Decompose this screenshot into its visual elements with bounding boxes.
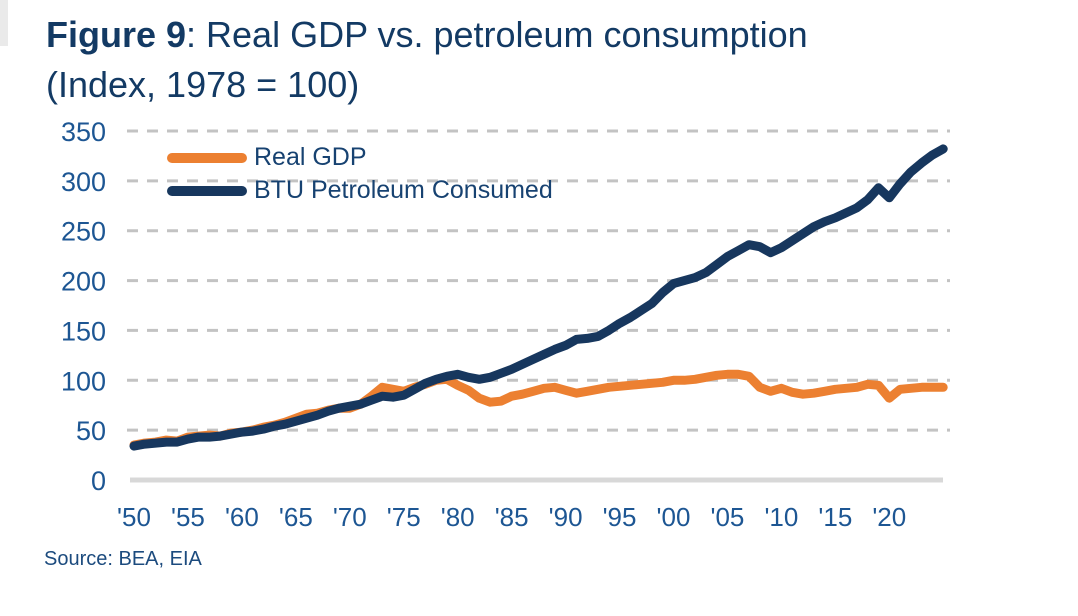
svg-text:'10: '10 (764, 502, 798, 532)
svg-text:'60: '60 (225, 502, 259, 532)
svg-text:50: 50 (76, 416, 106, 446)
svg-text:'20: '20 (872, 502, 906, 532)
svg-text:100: 100 (61, 366, 106, 396)
svg-text:'50: '50 (117, 502, 151, 532)
btu-petroleum-line-swatch (167, 185, 247, 196)
legend-label-real-gdp: Real GDP (254, 143, 367, 171)
svg-text:200: 200 (61, 267, 106, 297)
legend: Real GDP BTU Petroleum Consumed (167, 143, 553, 205)
figure-title-line1: Figure 9: Real GDP vs. petroleum consump… (46, 10, 808, 60)
legend-item-real-gdp: Real GDP (167, 143, 553, 172)
real-gdp-line-swatch (167, 152, 247, 163)
edge-artifact (0, 0, 8, 46)
svg-text:250: 250 (61, 217, 106, 247)
svg-text:'65: '65 (279, 502, 313, 532)
figure-title-text: : Real GDP vs. petroleum consumption (186, 14, 808, 55)
y-axis-labels: 0 50 100 150 200 250 300 350 (61, 117, 106, 496)
svg-text:'70: '70 (333, 502, 367, 532)
svg-text:'75: '75 (387, 502, 421, 532)
svg-text:'00: '00 (657, 502, 691, 532)
svg-text:150: 150 (61, 316, 106, 346)
figure-title: Figure 9: Real GDP vs. petroleum consump… (46, 10, 808, 110)
svg-text:300: 300 (61, 167, 106, 197)
svg-text:'05: '05 (711, 502, 745, 532)
svg-text:'90: '90 (549, 502, 583, 532)
svg-text:350: 350 (61, 117, 106, 147)
figure-number: Figure 9 (46, 14, 187, 55)
svg-text:'55: '55 (171, 502, 205, 532)
svg-text:'80: '80 (441, 502, 475, 532)
figure-subtitle: (Index, 1978 = 100) (46, 64, 360, 105)
svg-text:0: 0 (91, 466, 106, 496)
source-note: Source: BEA, EIA (44, 548, 202, 570)
svg-text:'85: '85 (495, 502, 529, 532)
svg-text:'95: '95 (603, 502, 637, 532)
legend-label-btu-petroleum: BTU Petroleum Consumed (254, 176, 553, 204)
legend-item-btu-petroleum: BTU Petroleum Consumed (167, 176, 553, 205)
svg-text:'15: '15 (818, 502, 852, 532)
x-axis-labels: '50 '55 '60 '65 '70 '75 '80 '85 '90 '95 '00 '05 '10 '… (117, 502, 906, 532)
